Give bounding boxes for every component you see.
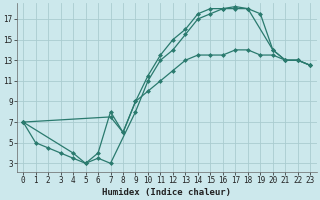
X-axis label: Humidex (Indice chaleur): Humidex (Indice chaleur) <box>102 188 231 197</box>
